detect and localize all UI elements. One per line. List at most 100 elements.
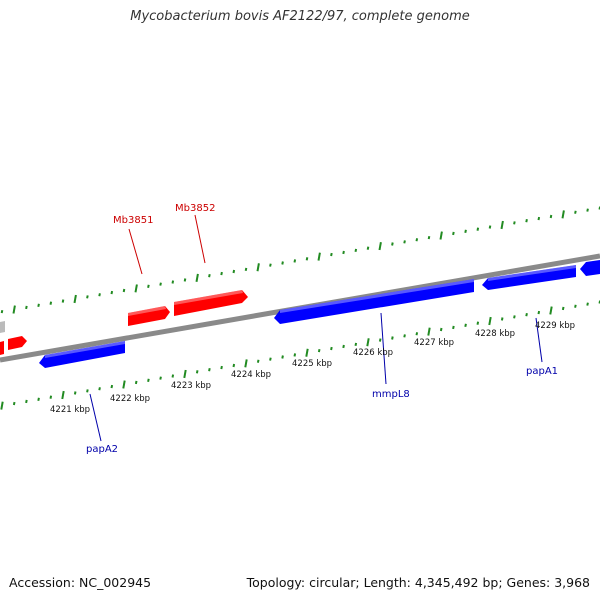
- inner-tick-mark: [12, 401, 16, 406]
- outer-tick-mark: [549, 214, 553, 219]
- outer-tick-mark: [86, 295, 89, 299]
- outer-tick-mark: [452, 231, 455, 236]
- outer-tick-mark: [391, 242, 394, 246]
- inner-tick-mark: [525, 313, 528, 317]
- gene-label-papa2[interactable]: papA2: [86, 444, 118, 455]
- inner-tick-mark: [61, 390, 65, 400]
- outer-tick-mark: [159, 282, 162, 286]
- gene-feature-gray[interactable]: [0, 321, 5, 333]
- inner-tick-mark: [195, 370, 199, 374]
- inner-tick-mark: [110, 384, 114, 389]
- scale-label: 4221 kbp: [50, 405, 90, 415]
- outer-tick-track: [0, 206, 600, 314]
- scale-label: 4226 kbp: [353, 348, 393, 358]
- gene-label-mb3852[interactable]: Mb3852: [175, 203, 215, 214]
- inner-tick-mark: [439, 327, 443, 332]
- gene-label-papa1[interactable]: papA1: [526, 366, 558, 377]
- inner-tick-mark: [403, 334, 406, 338]
- outer-tick-mark: [403, 240, 406, 244]
- inner-tick-mark: [378, 338, 382, 342]
- outer-tick-mark: [513, 221, 516, 225]
- outer-tick-mark: [574, 210, 577, 214]
- outer-tick-mark: [378, 242, 382, 251]
- outer-tick-mark: [342, 250, 345, 255]
- outer-tick-mark: [488, 225, 492, 229]
- outer-tick-mark: [183, 278, 187, 282]
- outer-tick-mark: [317, 252, 321, 261]
- leader-mmpl8: [380, 312, 387, 385]
- gene-feature-papa1[interactable]: [482, 265, 576, 290]
- outer-tick-mark: [293, 259, 297, 263]
- outer-tick-mark: [244, 267, 248, 272]
- outer-tick-mark: [195, 273, 199, 282]
- outer-tick-mark: [439, 231, 443, 240]
- inner-tick-mark: [366, 338, 370, 347]
- scale-label: 4227 kbp: [414, 338, 454, 348]
- gene-label-mmpl8[interactable]: mmpL8: [372, 389, 410, 400]
- outer-tick-mark: [586, 208, 589, 212]
- inner-tick-mark: [586, 302, 589, 306]
- inner-tick-mark: [134, 380, 138, 385]
- outer-tick-mark: [171, 280, 175, 284]
- outer-tick-mark: [354, 248, 358, 253]
- gene-feature-forward-left-2[interactable]: [8, 336, 27, 350]
- gene-feature-mb3851[interactable]: [128, 306, 170, 326]
- outer-tick-mark: [256, 263, 260, 272]
- scale-label: 4222 kbp: [110, 394, 150, 404]
- outer-tick-mark: [537, 216, 541, 221]
- inner-tick-mark: [281, 355, 284, 359]
- outer-tick-mark: [73, 294, 77, 304]
- inner-tick-mark: [537, 310, 541, 315]
- gene-feature-papa2[interactable]: [39, 341, 125, 368]
- outer-tick-mark: [208, 274, 211, 278]
- inner-tick-mark: [500, 317, 504, 321]
- label-leaders: [89, 214, 543, 442]
- inner-tick-mark: [305, 348, 309, 357]
- outer-tick-mark: [269, 263, 272, 267]
- scale-label: 4224 kbp: [231, 370, 271, 380]
- outer-tick-mark: [366, 246, 370, 250]
- gene-feature-mmpl8[interactable]: [274, 279, 474, 324]
- inner-tick-mark: [147, 378, 150, 382]
- gene-feature-forward-left-1[interactable]: [0, 341, 4, 355]
- inner-tick-mark: [171, 374, 175, 378]
- outer-tick-mark: [330, 252, 333, 257]
- outer-tick-mark: [37, 303, 40, 307]
- scale-label: 4229 kbp: [535, 321, 575, 331]
- outer-tick-mark: [427, 235, 431, 240]
- inner-tick-mark: [232, 363, 236, 368]
- outer-tick-mark: [61, 299, 65, 303]
- inner-tick-mark: [0, 401, 4, 410]
- inner-tick-mark: [464, 323, 467, 327]
- inner-tick-mark: [256, 359, 260, 363]
- leader-papa1: [535, 317, 543, 363]
- outer-tick-mark: [305, 257, 309, 261]
- inner-tick-mark: [73, 391, 77, 395]
- inner-tick-mark: [98, 387, 101, 391]
- inner-tick-mark: [354, 342, 358, 347]
- outer-tick-mark: [98, 293, 101, 297]
- inner-tick-mark: [122, 380, 126, 389]
- outer-tick-mark: [232, 269, 236, 274]
- inner-tick-mark: [342, 344, 345, 349]
- inner-tick-mark: [561, 306, 565, 311]
- inner-tick-mark: [317, 348, 321, 353]
- gene-feature-mb3852[interactable]: [174, 290, 248, 316]
- gene-feature-right-edge[interactable]: [580, 260, 600, 276]
- gene-feature-highlights: [45, 265, 576, 358]
- inner-tick-mark: [208, 368, 211, 372]
- outer-tick-mark: [0, 309, 4, 314]
- outer-tick-mark: [147, 284, 150, 288]
- inner-tick-mark: [513, 315, 516, 319]
- leader-mb3852: [194, 214, 206, 264]
- outer-tick-mark: [220, 271, 223, 276]
- outer-tick-mark: [500, 220, 504, 230]
- inner-tick-mark: [86, 389, 89, 393]
- inner-tick-mark: [220, 365, 223, 370]
- inner-tick-mark: [244, 359, 248, 368]
- outer-tick-mark: [525, 219, 528, 223]
- inner-tick-mark: [330, 346, 333, 351]
- gene-label-mb3851[interactable]: Mb3851: [113, 215, 153, 226]
- outer-tick-mark: [110, 290, 114, 295]
